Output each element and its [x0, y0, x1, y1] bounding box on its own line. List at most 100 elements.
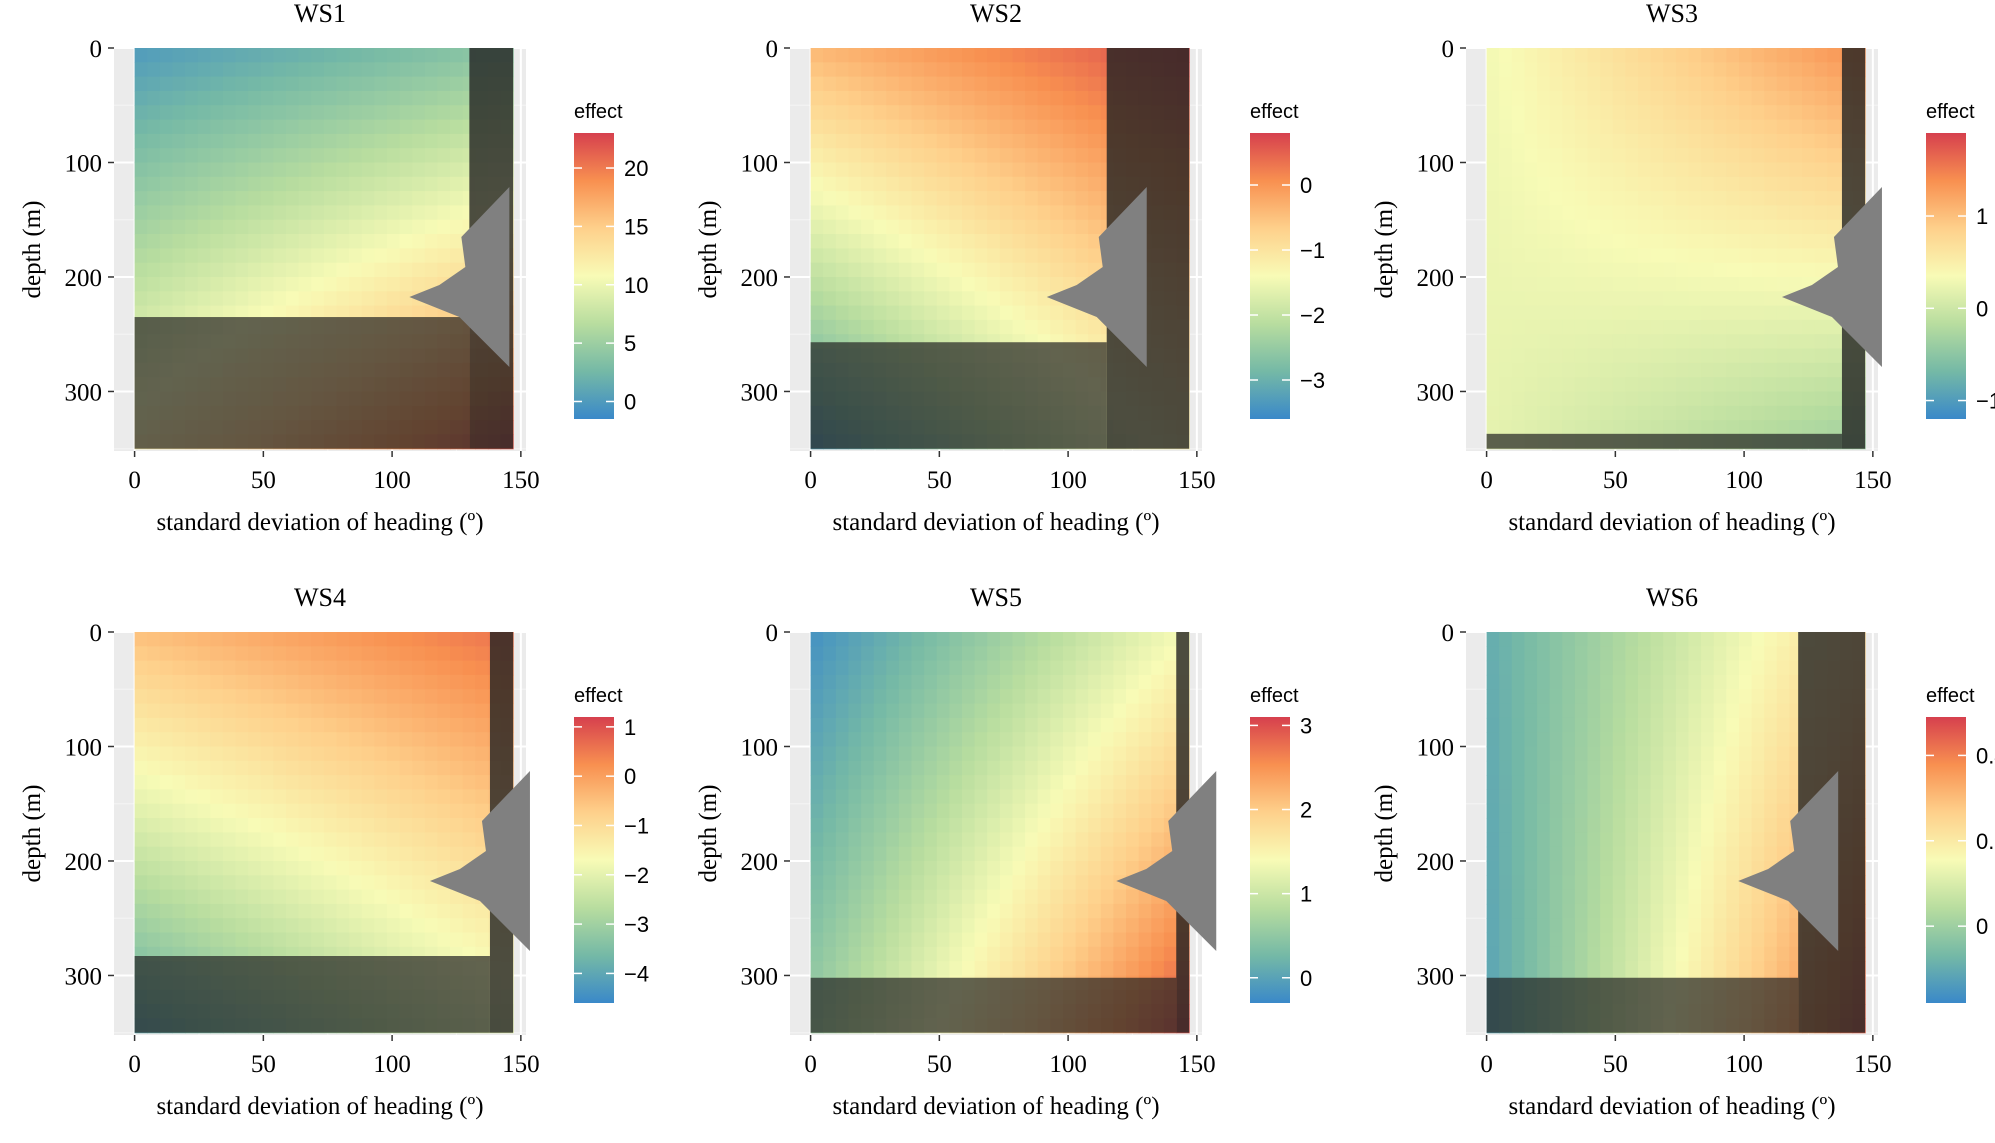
x-tick-label: 0	[1480, 467, 1493, 494]
x-tick-label: 100	[1725, 467, 1763, 494]
y-tick-label: 100	[741, 734, 779, 761]
axes: 0 50 100 150 0 100 200 300	[741, 36, 1216, 494]
legend: effect 0 −1 −2 −3	[1250, 101, 1325, 419]
y-tick-label: 300	[65, 379, 103, 406]
data-boundary-region	[429, 770, 530, 951]
data-boundary-region	[409, 186, 510, 367]
x-tick-label: 100	[1049, 1051, 1087, 1078]
legend-title: effect	[1926, 685, 1975, 707]
data-boundary-region	[1738, 770, 1839, 951]
heatmap-surface	[810, 632, 1190, 1034]
legend-tick-label: −4	[624, 961, 649, 986]
x-tick-label: 100	[1049, 467, 1087, 494]
y-tick-label: 0	[766, 620, 779, 647]
y-tick-label: 0	[1442, 620, 1455, 647]
legend-tick-label: −3	[624, 912, 649, 937]
x-tick-label: 100	[1725, 1051, 1763, 1078]
legend-tick-label: 0	[1976, 914, 1988, 939]
chart-title: WS1	[294, 0, 346, 28]
axes: 0 50 100 150 0 100 200 300	[741, 620, 1216, 1078]
x-tick-label: 50	[927, 1051, 952, 1078]
y-tick-label: 0	[90, 36, 103, 63]
x-tick-label: 100	[373, 467, 411, 494]
legend-tick-label: 1	[1976, 204, 1988, 229]
legend-title: effect	[1250, 101, 1299, 123]
chart-title: WS6	[1646, 583, 1698, 612]
legend-tick-label: 0.2	[1976, 829, 1995, 854]
legend-colorbar	[574, 133, 614, 419]
x-axis-label: standard deviation of heading (º)	[1508, 509, 1835, 536]
data-boundary-region	[1116, 770, 1217, 951]
chart-ws4: 0 50 100 150 0 100 200 300 WS4 standard deviation…	[19, 583, 649, 1120]
x-tick-label: 150	[502, 467, 540, 494]
legend-tick-label: 10	[624, 273, 648, 298]
legend-tick-label: 20	[624, 156, 648, 181]
legend-colorbar	[1250, 717, 1290, 1003]
y-axis-label: depth (m)	[19, 785, 46, 883]
y-tick-label: 100	[1417, 734, 1455, 761]
unsupported-region-mask	[134, 48, 514, 449]
data-boundary-region	[1781, 186, 1882, 367]
x-tick-label: 50	[927, 467, 952, 494]
x-tick-label: 150	[1178, 1051, 1216, 1078]
unsupported-region-mask	[134, 632, 530, 1033]
legend-tick-label: −1	[1300, 238, 1325, 263]
x-tick-label: 100	[373, 1051, 411, 1078]
x-tick-label: 150	[1854, 1051, 1892, 1078]
x-tick-label: 0	[1480, 1051, 1493, 1078]
legend-title: effect	[574, 685, 623, 707]
x-axis-label: standard deviation of heading (º)	[1508, 1093, 1835, 1120]
y-axis-label: depth (m)	[1371, 785, 1398, 883]
chart-title: WS5	[970, 583, 1022, 612]
unsupported-region-mask	[810, 632, 1217, 1033]
unsupported-region-mask	[1486, 632, 1866, 1033]
y-axis-label: depth (m)	[695, 785, 722, 883]
legend-tick-label: 0	[624, 389, 636, 414]
x-tick-label: 0	[804, 467, 817, 494]
legend-tick-label: 1	[624, 715, 636, 740]
legend-tick-label: −2	[1300, 303, 1325, 328]
legend-tick-label: 1	[1300, 882, 1312, 907]
legend-tick-label: 0	[1300, 173, 1312, 198]
legend-colorbar	[1250, 133, 1290, 419]
y-tick-label: 200	[741, 265, 779, 292]
axes: 0 50 100 150 0 100 200 300	[65, 36, 540, 494]
heatmap-surface	[1486, 48, 1866, 450]
y-tick-label: 0	[90, 620, 103, 647]
chart-ws2: 0 50 100 150 0 100 200 300 WS2 standard deviation…	[695, 0, 1325, 536]
legend-tick-label: −1	[1976, 389, 1995, 414]
x-tick-label: 150	[502, 1051, 540, 1078]
x-tick-label: 50	[1603, 467, 1628, 494]
legend-tick-label: −1	[624, 813, 649, 838]
x-tick-label: 50	[1603, 1051, 1628, 1078]
y-tick-label: 200	[1417, 265, 1455, 292]
y-tick-label: 200	[1417, 849, 1455, 876]
x-axis-label: standard deviation of heading (º)	[832, 1093, 1159, 1120]
y-tick-label: 200	[65, 265, 103, 292]
y-tick-label: 100	[1417, 150, 1455, 177]
y-tick-label: 300	[65, 963, 103, 990]
legend-title: effect	[1926, 101, 1975, 123]
y-tick-label: 100	[65, 734, 103, 761]
x-tick-label: 0	[128, 467, 141, 494]
legend-tick-label: 0	[1300, 966, 1312, 991]
x-tick-label: 50	[251, 1051, 276, 1078]
legend-tick-label: 0	[624, 764, 636, 789]
chart-ws3: 0 50 100 150 0 100 200 300 WS3 standard deviation…	[1371, 0, 1995, 536]
x-axis-label: standard deviation of heading (º)	[832, 509, 1159, 536]
unsupported-region-mask	[810, 48, 1190, 449]
y-tick-label: 100	[65, 150, 103, 177]
chart-title: WS2	[970, 0, 1022, 28]
unsupported-region-mask	[1486, 48, 1882, 449]
data-boundary-region	[1046, 186, 1147, 367]
y-tick-label: 200	[65, 849, 103, 876]
x-tick-label: 150	[1854, 467, 1892, 494]
x-tick-label: 150	[1178, 467, 1216, 494]
legend-colorbar	[1926, 717, 1966, 1003]
axes: 0 50 100 150 0 100 200 300	[1417, 36, 1892, 494]
axes: 0 50 100 150 0 100 200 300	[65, 620, 540, 1078]
legend: effect 0 5 10 15 20	[574, 101, 648, 419]
y-axis-label: depth (m)	[1371, 201, 1398, 299]
